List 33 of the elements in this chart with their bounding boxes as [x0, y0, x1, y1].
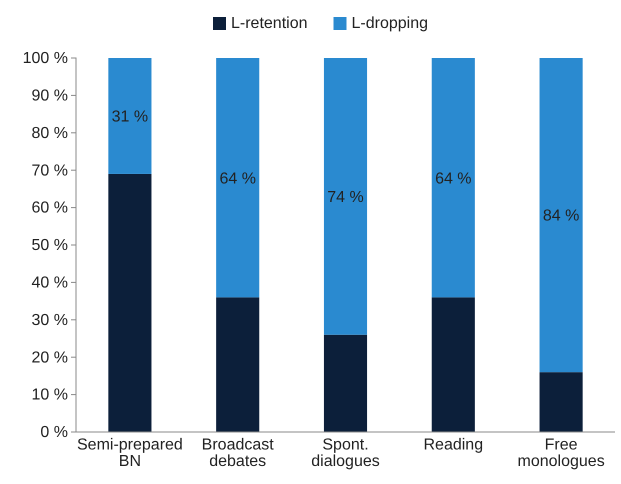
- y-tick-label: 90 %: [32, 88, 68, 105]
- data-label: 64 %: [435, 170, 472, 188]
- bar: [324, 58, 368, 335]
- bar: [216, 297, 260, 432]
- y-tick-label: 100 %: [22, 50, 68, 68]
- bar: [432, 58, 475, 298]
- data-label: 84 %: [542, 208, 580, 225]
- y-tick-label: 50 %: [32, 237, 68, 254]
- y-tick-label: 60 %: [32, 200, 68, 217]
- bar: [540, 58, 583, 372]
- bar: [432, 297, 475, 432]
- y-tick-label: 30 %: [32, 312, 68, 329]
- y-tick-label: 0 %: [40, 424, 68, 442]
- x-tick-label: Broadcast debates: [202, 436, 274, 470]
- x-tick-label: Spont. dialogues: [311, 436, 380, 470]
- bar: [108, 58, 152, 174]
- data-label: 31 %: [112, 108, 148, 126]
- data-label: 74 %: [327, 188, 364, 206]
- y-tick-label: 20 %: [32, 349, 68, 366]
- y-tick-label: 70 %: [32, 162, 68, 180]
- y-tick-label: 80 %: [32, 124, 68, 142]
- legend-label: L-retention: [231, 15, 308, 32]
- x-tick-label: Semi-prepared BN: [76, 436, 183, 470]
- bar: [540, 372, 583, 432]
- y-tick-label: 10 %: [32, 386, 68, 404]
- legend-label: L-dropping: [352, 15, 428, 32]
- bar: [324, 334, 368, 432]
- x-tick-label: Free monologues: [518, 436, 605, 470]
- bar: [216, 58, 260, 298]
- bar: [108, 174, 152, 432]
- x-tick-label: Reading: [423, 436, 484, 454]
- data-label: 64 %: [219, 170, 256, 188]
- y-tick-label: 40 %: [32, 274, 68, 292]
